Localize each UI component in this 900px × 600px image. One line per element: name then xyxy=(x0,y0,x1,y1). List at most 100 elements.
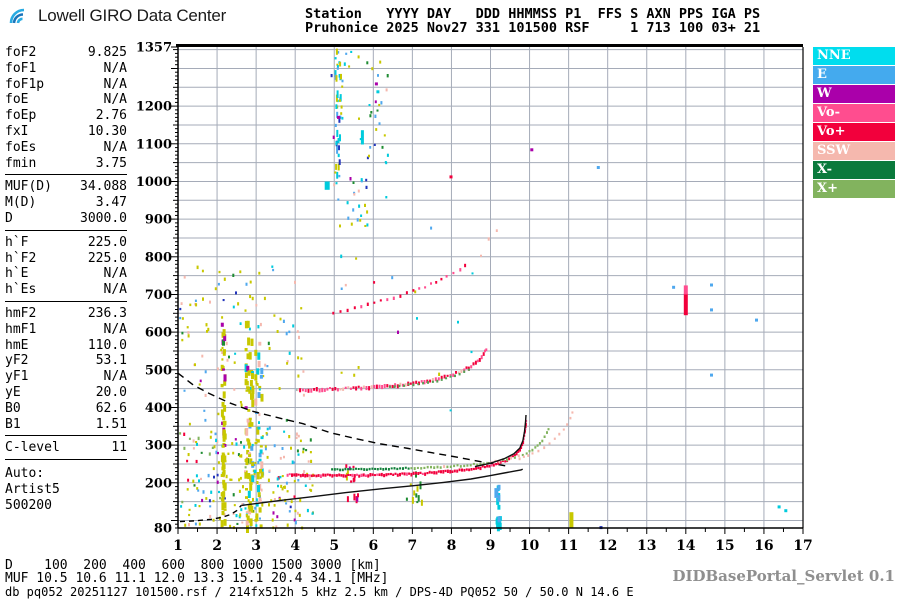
echo-noise xyxy=(308,476,311,480)
echo-noise xyxy=(260,471,264,478)
f2-ordinary-trace-dot xyxy=(362,473,365,477)
echo-noise xyxy=(183,432,186,436)
f2-ordinary-trace-dot xyxy=(488,464,491,468)
echo-noise xyxy=(245,496,248,499)
param-section-1: MUF(D) 34.088 M(D) 3.47 D 3000.0 xyxy=(5,179,127,231)
param-label: yF1 xyxy=(5,369,29,385)
echo-noise xyxy=(244,348,248,352)
echo-noise xyxy=(251,399,255,407)
x-trace-dark-dot xyxy=(407,467,410,470)
echo-noise xyxy=(248,352,252,360)
echo-noise xyxy=(297,374,300,378)
echo-noise xyxy=(283,486,285,489)
echo-noise xyxy=(223,455,227,462)
echo-noise xyxy=(261,435,264,438)
echo-noise xyxy=(195,303,198,307)
echo-noise xyxy=(276,515,279,519)
echo-noise xyxy=(184,523,187,527)
f2-ordinary-trace-dot xyxy=(508,457,511,461)
echo-noise xyxy=(332,135,335,139)
echo-noise xyxy=(497,494,501,502)
echo-noise xyxy=(496,527,500,532)
echo-noise xyxy=(252,497,254,502)
param-value: 11 xyxy=(111,440,127,456)
echo-noise xyxy=(180,505,183,508)
x-axis-label: 11 xyxy=(559,538,578,554)
second-hop-trace-dot xyxy=(344,386,347,389)
echo-noise xyxy=(259,524,263,529)
stray-echo xyxy=(710,308,713,312)
f2-ordinary-trace-dot xyxy=(419,471,422,474)
echo-noise xyxy=(409,483,412,486)
echo-noise xyxy=(223,433,227,440)
echo-noise xyxy=(222,329,226,337)
x-trace-dark-dot xyxy=(387,468,390,471)
param-row-foE: foE N/A xyxy=(5,92,127,108)
echo-noise xyxy=(297,356,300,360)
x-trace-dark-dot xyxy=(379,467,382,470)
x-trace-light-dot xyxy=(534,446,537,449)
echo-noise xyxy=(207,473,210,478)
echo-noise xyxy=(290,500,293,504)
echo-noise xyxy=(258,452,262,458)
third-hop-trace-dot xyxy=(399,294,402,298)
echo-noise xyxy=(240,508,243,512)
y-axis-label: 900 xyxy=(145,213,172,228)
echo-noise xyxy=(416,486,419,492)
echo-noise xyxy=(258,271,261,275)
echo-noise xyxy=(245,428,249,436)
echo-noise xyxy=(220,455,224,463)
echo-noise xyxy=(276,330,279,333)
f2-ordinary-trace-dot xyxy=(396,473,399,477)
echo-noise xyxy=(258,388,261,391)
autoscaling-block: Auto: Artist5 500200 xyxy=(5,466,127,513)
second-hop-trace-dot xyxy=(404,383,407,387)
echo-noise xyxy=(212,518,215,522)
echo-noise xyxy=(221,421,225,425)
echo-noise xyxy=(416,501,419,504)
x-axis-label: 10 xyxy=(520,538,540,554)
param-value: 225.0 xyxy=(87,250,127,266)
echo-noise xyxy=(221,510,225,516)
echo-noise xyxy=(187,334,190,338)
echo-noise xyxy=(210,430,213,434)
stray-echo xyxy=(710,283,713,287)
echo-noise xyxy=(251,462,255,466)
second-hop-trace-dot xyxy=(484,349,486,353)
second-hop-trace-dot xyxy=(383,384,386,389)
param-value: N/A xyxy=(103,266,127,282)
echo-noise xyxy=(335,48,338,55)
echo-noise xyxy=(259,374,263,379)
echo-noise xyxy=(297,479,300,482)
second-hop-trace-dot xyxy=(307,388,310,393)
x-trace-light-dot xyxy=(521,453,524,457)
autoscaling-line: Artist5 xyxy=(5,481,60,497)
x-trace-dark-dot xyxy=(376,468,379,471)
second-hop-trace-dot xyxy=(457,371,460,374)
y-axis-label: 1357 xyxy=(136,41,172,56)
f2-ordinary-trace-dot xyxy=(356,473,358,476)
echo-noise xyxy=(257,426,261,430)
f2-ordinary-trace-dot xyxy=(360,473,363,477)
echo-noise xyxy=(357,493,359,498)
echo-noise xyxy=(272,491,275,494)
echo-noise xyxy=(214,287,217,291)
echo-noise xyxy=(341,85,344,88)
echo-noise xyxy=(264,447,267,451)
echo-noise xyxy=(335,94,338,102)
f2-ordinary-trace-dot xyxy=(410,472,413,477)
echo-noise xyxy=(198,479,200,483)
f2-ordinary-trace-dot xyxy=(504,460,507,463)
echo-noise xyxy=(304,484,307,487)
legend-item-Vo-: Vo- xyxy=(813,104,895,122)
echo-noise xyxy=(373,281,376,284)
echo-noise xyxy=(262,375,265,378)
echo-noise xyxy=(340,254,343,259)
echo-noise xyxy=(195,459,198,464)
f2-ordinary-trace-dot xyxy=(522,440,525,445)
second-hop-trace-dot xyxy=(339,388,342,391)
y-axis-label: 1100 xyxy=(136,137,172,152)
echo-noise xyxy=(347,216,350,220)
echo-noise xyxy=(246,365,250,372)
param-value: 236.3 xyxy=(87,305,127,321)
